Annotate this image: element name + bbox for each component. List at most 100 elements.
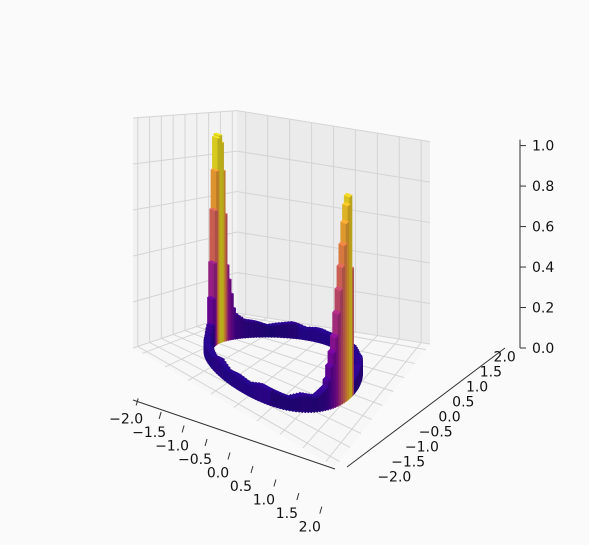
bar-face-top	[332, 309, 341, 315]
bar-face-top	[265, 386, 274, 392]
y-tick-label: 0.5	[452, 395, 474, 411]
bar-face-side	[308, 395, 312, 414]
bar-face-top	[204, 329, 214, 334]
x-tick-label: −2.0	[109, 411, 143, 427]
bar-face-top	[327, 348, 337, 354]
bar-face-side	[333, 350, 337, 410]
x-tick-mark	[227, 452, 231, 460]
grid-back-z	[236, 191, 431, 224]
x-tick-mark	[135, 398, 139, 406]
x-tick-mark	[204, 438, 208, 447]
x-tick-label: 1.0	[253, 493, 275, 509]
z-tick-label: 0.8	[532, 179, 554, 195]
y-tick-label: −1.0	[405, 439, 439, 455]
bar-face-side	[250, 320, 255, 339]
grid-back-z	[236, 150, 431, 183]
bar-face-top	[205, 322, 216, 327]
bar-face-top	[210, 168, 220, 172]
bar-face-top	[322, 376, 332, 382]
bar-face-side	[287, 322, 291, 339]
bar-face-side	[320, 391, 323, 413]
bar-face-top	[338, 241, 348, 247]
bar-face-side	[247, 320, 252, 339]
bar-face-top	[334, 285, 344, 292]
bar-face-side	[271, 324, 275, 338]
bar-face-side	[253, 320, 257, 339]
y-axis-line	[346, 347, 506, 468]
grid-back-z	[236, 110, 431, 143]
y-tick-label: 2.0	[494, 350, 516, 366]
bar-face-side	[277, 323, 281, 339]
bar-face-side	[325, 386, 329, 412]
bar-face-side	[270, 388, 274, 407]
bar	[265, 386, 274, 407]
grid-back-z	[236, 272, 431, 305]
y-tick-label: 1.0	[466, 380, 488, 396]
bar-face-side	[302, 394, 306, 414]
axis-panes	[133, 110, 430, 467]
bar-face-top	[205, 326, 215, 331]
x-tick-label: 0.0	[207, 466, 229, 482]
bar-face-side	[305, 394, 309, 414]
x-tick-label: 0.5	[230, 479, 252, 495]
bar-face-top	[207, 260, 218, 265]
x-tick-mark	[181, 425, 185, 433]
bar-face-top	[329, 332, 339, 339]
x-tick-label: −0.5	[178, 452, 212, 468]
x-axis-line	[132, 399, 336, 470]
y-tick-label: 0.0	[438, 410, 460, 426]
bar-face-side	[268, 324, 272, 338]
grid-floor-x	[325, 342, 422, 462]
z-tick-label: 0.6	[532, 220, 554, 236]
bar-face-side	[259, 322, 263, 338]
bar-face-side	[281, 323, 285, 339]
x-tick-label: −1.5	[132, 425, 166, 441]
bar-face-top	[342, 201, 351, 207]
bar-face-side	[290, 322, 294, 339]
bar-face-top	[211, 135, 222, 139]
x-tick-label: 1.5	[276, 506, 298, 522]
x-tick-label: −1.0	[155, 438, 189, 454]
bar-face-top	[343, 192, 353, 198]
bar-face-top	[209, 207, 219, 212]
x-tick-mark	[158, 411, 162, 420]
bar-face-top	[213, 132, 223, 136]
x-tick-mark	[296, 492, 300, 501]
bar-face-side	[256, 321, 260, 338]
bar-face-top	[340, 219, 350, 225]
bar-face-side	[277, 391, 280, 409]
grid-left-z	[132, 110, 238, 119]
bar-face-side	[284, 322, 288, 339]
bar-face-side	[262, 323, 266, 338]
bar-face-side	[242, 318, 246, 339]
bar-face-side	[245, 319, 249, 339]
bar-face-side	[293, 322, 297, 340]
x-tick-mark	[273, 479, 277, 487]
bar-face-top	[325, 362, 334, 368]
bar-face-side	[274, 324, 278, 338]
bar-face-side	[328, 378, 332, 411]
tick-labels: −2.0−1.5−1.0−0.50.00.51.01.52.0−2.0−1.5−…	[109, 139, 554, 536]
x-tick-mark	[319, 506, 323, 514]
z-tick-label: 0.2	[532, 301, 554, 317]
grid-back-z	[236, 231, 431, 264]
bar-face-side	[330, 364, 334, 411]
y-tick-label: −1.5	[391, 454, 425, 470]
bar-face-top	[336, 262, 346, 269]
y-tick-label: 1.5	[480, 365, 502, 381]
bar-face-side	[265, 324, 269, 338]
bars	[203, 132, 364, 414]
x-tick-mark	[250, 465, 254, 474]
bar-face-side	[322, 389, 326, 413]
y-tick-label: −2.0	[377, 469, 411, 485]
z-tick-label: 0.4	[532, 260, 554, 276]
z-tick-label: 1.0	[532, 139, 554, 155]
bar-face-side	[299, 395, 303, 413]
z-tick-label: 0.0	[532, 341, 554, 357]
bar-face-top	[206, 295, 217, 300]
axis-lines	[132, 139, 521, 470]
bar-face-side	[273, 390, 277, 408]
y-tick-label: −0.5	[419, 424, 453, 440]
x-tick-label: 2.0	[299, 520, 321, 536]
